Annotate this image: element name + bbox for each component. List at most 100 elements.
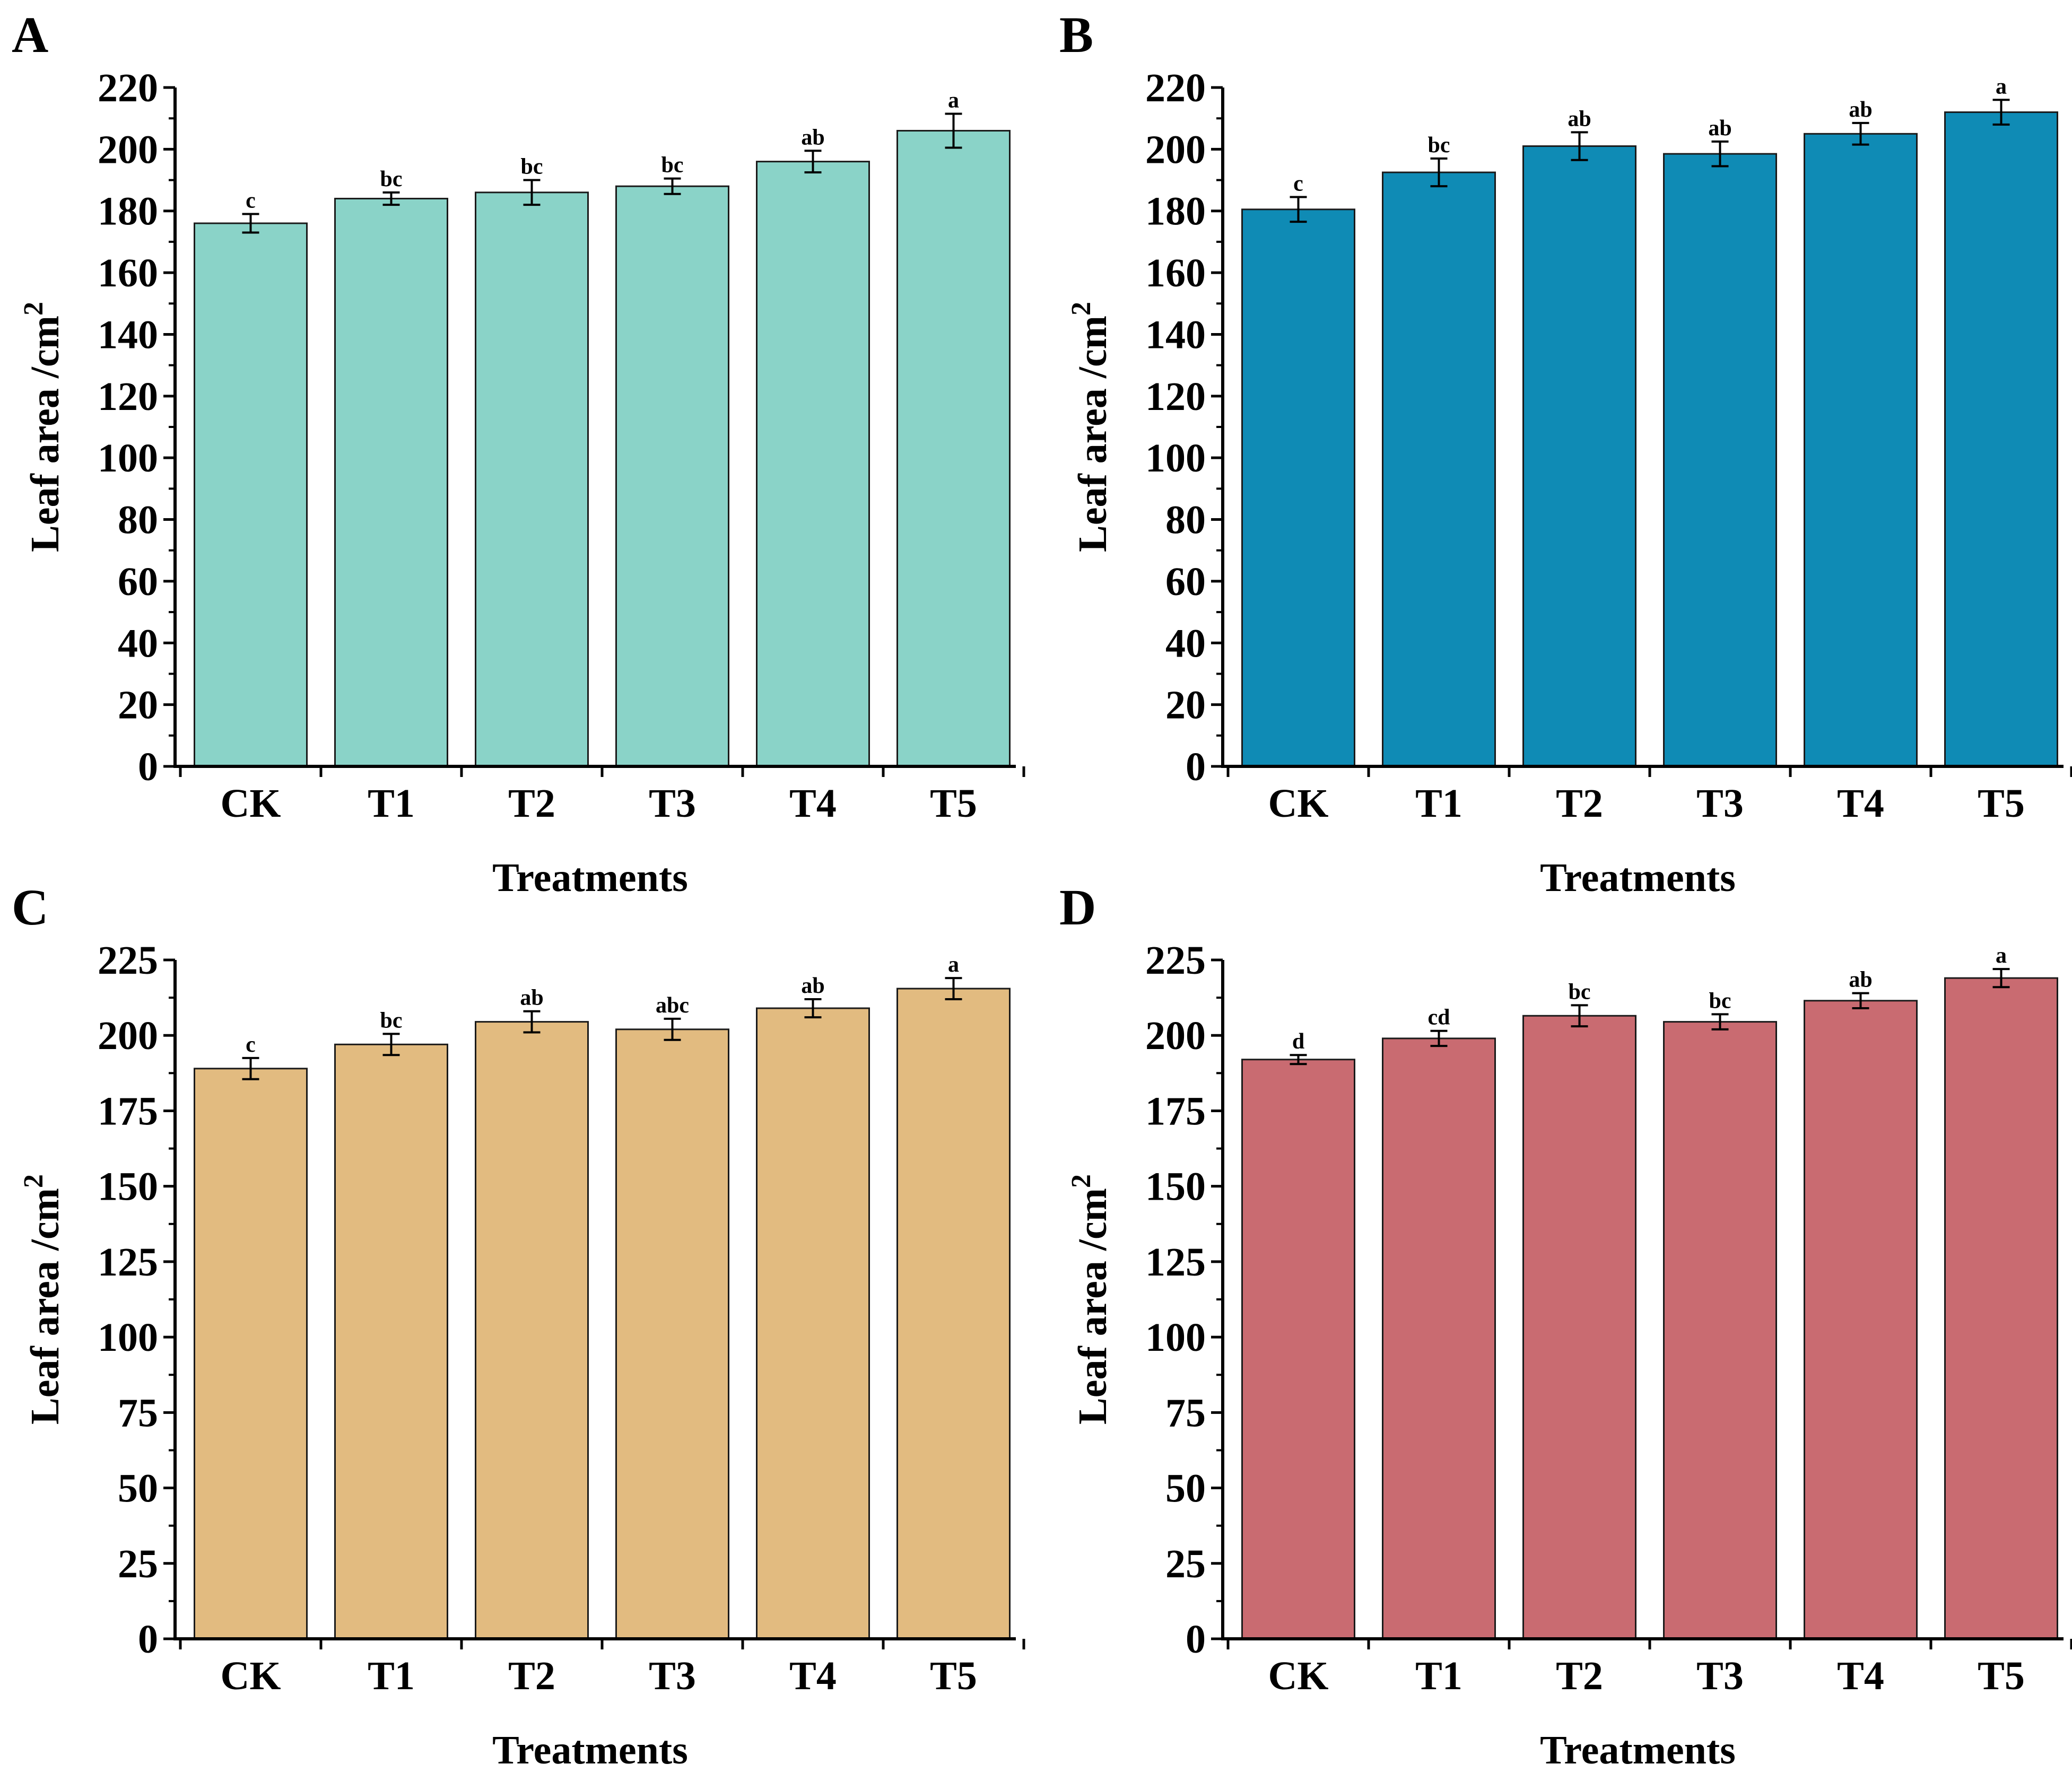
y-axis-title-text: Leaf area /cm [1070, 1188, 1115, 1425]
y-tick-label: 0 [138, 745, 158, 789]
x-tick-label: T1 [1415, 781, 1462, 826]
x-tick-label: CK [1268, 781, 1329, 826]
y-tick-label: 150 [1145, 1165, 1206, 1209]
y-tick-label: 200 [98, 127, 158, 172]
y-axis-title-text: Leaf area /cm [1070, 316, 1115, 552]
bar [756, 161, 870, 767]
error-bar [804, 150, 822, 173]
x-tick-label: T4 [789, 781, 837, 826]
bar [896, 988, 1011, 1640]
significance-label: a [948, 88, 959, 112]
x-tick-label: CK [1268, 1654, 1329, 1698]
y-tick-label: 140 [1145, 312, 1206, 357]
y-tick-label: 125 [1145, 1240, 1206, 1285]
y-tick-label: 40 [1165, 621, 1206, 666]
error-bar [523, 1010, 541, 1034]
bar [896, 129, 1011, 767]
significance-label: ab [1568, 107, 1591, 131]
x-tick-label: T2 [508, 781, 555, 826]
x-tick-label: CK [221, 781, 281, 826]
y-tick-label: 20 [118, 683, 158, 728]
y-tick-label: 175 [98, 1089, 158, 1133]
bar [1382, 1037, 1496, 1640]
panel-letter: A [12, 6, 48, 63]
y-tick-label: 100 [1145, 436, 1206, 481]
error-bar [1852, 121, 1869, 146]
bar [1944, 111, 2058, 767]
x-tick-label: T1 [368, 1654, 415, 1698]
y-tick-label: 80 [118, 498, 158, 543]
significance-label: a [1996, 74, 2007, 99]
y-tick-label: 40 [118, 621, 158, 666]
x-tick-label: T4 [1837, 1654, 1884, 1698]
error-bar [1992, 968, 2010, 989]
error-bar [1852, 992, 1869, 1010]
bar [475, 191, 589, 767]
y-axis-title-text: Leaf area /cm [23, 1188, 67, 1425]
y-tick-label: 60 [1165, 560, 1206, 604]
bar [756, 1007, 870, 1640]
y-tick-label: 100 [98, 1315, 158, 1360]
x-axis-title: Treatments [1540, 1728, 1736, 1772]
significance-label: c [246, 1033, 256, 1057]
x-tick-label: CK [221, 1654, 281, 1698]
bar [1663, 153, 1777, 767]
chart-panel-b: Bc CK bc T1 ab T2 ab T3 ab T4 a T5 0 20 40 60 80 100 120 14… [1059, 6, 2072, 900]
y-tick-label: 150 [98, 1165, 158, 1209]
x-tick-label: T5 [930, 1654, 977, 1698]
y-tick-label: 50 [118, 1466, 158, 1511]
bar [194, 222, 308, 767]
error-bar [1711, 1013, 1729, 1030]
y-tick-label: 75 [118, 1391, 158, 1435]
y-tick-label: 220 [98, 66, 158, 110]
significance-label: bc [1709, 989, 1731, 1013]
y-axis-title-superscript: 2 [1066, 302, 1096, 316]
bar [1522, 145, 1636, 767]
error-bar [945, 112, 962, 149]
y-tick-label: 200 [1145, 127, 1206, 172]
bar [615, 185, 729, 767]
significance-label: a [1996, 944, 2007, 968]
x-tick-label: T2 [508, 1654, 555, 1698]
bar [1663, 1021, 1777, 1640]
y-tick-label: 75 [1165, 1391, 1206, 1435]
significance-label: ab [801, 974, 824, 998]
significance-label: bc [380, 167, 403, 191]
error-bar [1430, 157, 1448, 188]
bar [1382, 171, 1496, 767]
bar [615, 1028, 729, 1640]
bar [1241, 1059, 1355, 1640]
significance-label: ab [1849, 98, 1872, 122]
error-bar [1430, 1029, 1448, 1047]
significance-label: bc [380, 1008, 403, 1033]
y-tick-label: 20 [1165, 683, 1206, 728]
error-bar [1711, 140, 1729, 168]
y-tick-label: 140 [98, 312, 158, 357]
significance-label: cd [1428, 1006, 1450, 1030]
y-axis-title-superscript: 2 [19, 1174, 49, 1188]
x-tick-label: T4 [1837, 781, 1884, 826]
chart-panel-a: Ac CK bc T1 bc T2 bc T3 ab T4 a T5 0 20 40 60 80 100 120 14… [12, 6, 1025, 900]
x-tick-label: T1 [368, 781, 415, 826]
x-tick-label: T2 [1556, 1654, 1603, 1698]
x-tick-label: T3 [649, 1654, 696, 1698]
error-bar [664, 177, 681, 195]
bar [1241, 208, 1355, 767]
significance-label: ab [801, 125, 824, 150]
chart-panel-c: Cc CK bc T1 ab T2 abc T3 ab T4 a T5 0 25 50 75 100 125 150… [12, 879, 1025, 1772]
y-axis-title: Leaf area /cm2 [1066, 302, 1115, 552]
bar [1804, 133, 1918, 767]
y-tick-label: 0 [138, 1617, 158, 1662]
y-tick-label: 220 [1145, 66, 1206, 110]
panel-letter: D [1059, 879, 1096, 936]
y-tick-label: 80 [1165, 498, 1206, 543]
significance-label: ab [1708, 116, 1731, 141]
y-tick-label: 100 [1145, 1315, 1206, 1360]
x-tick-label: T3 [1696, 1654, 1744, 1698]
y-axis-title-text: Leaf area /cm [23, 316, 67, 552]
x-axis-title: Treatments [492, 855, 688, 900]
y-tick-label: 200 [1145, 1014, 1206, 1058]
error-bar [1290, 196, 1307, 223]
error-bar [945, 977, 962, 1000]
